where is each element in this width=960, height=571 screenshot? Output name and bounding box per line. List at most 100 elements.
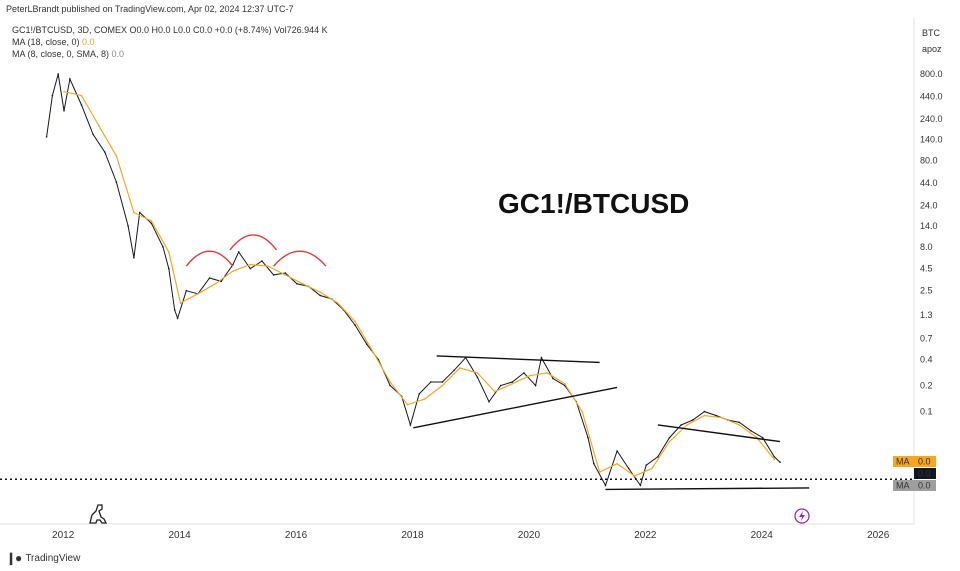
trendline-support[interactable] [605,487,810,491]
series-1-point [63,90,65,93]
series-0-point [168,267,170,270]
y-tick-label: 140.0 [920,134,943,144]
series-1-point [459,367,461,369]
series-1-point [511,382,514,385]
series-0-point [430,381,432,383]
series-0-point [657,456,659,458]
ma1-line[interactable]: MA (18, close, 0) 0.0 [12,36,328,48]
series-0-point [51,94,54,97]
y-tick-label: 8.0 [920,242,933,252]
x-tick-label: 2018 [401,530,424,541]
series-1-point [686,424,688,426]
series-1-point [168,251,170,253]
ma2-value: 0.0 [111,49,125,59]
annotations [0,234,914,491]
series-1-point [133,211,135,214]
price-badges: MA 0.0 0.0 MA 0.0 [893,456,936,491]
y-tick-label: 240.0 [920,114,943,124]
series-1-point [249,263,252,266]
x-tick-label: 2016 [285,530,308,541]
publisher-line: PeterLBrandt published on TradingView.co… [6,4,294,14]
series-0-point [409,424,412,426]
series-1-point [179,302,182,304]
series-0-point [587,436,589,439]
series-1-point [651,467,653,470]
series-0-point [45,136,48,138]
series-1-point [581,410,583,413]
series-1-point [668,440,671,443]
series-1-point [232,270,234,272]
series-0-point [103,151,106,153]
plot-area[interactable] [45,73,781,487]
series-0-point [534,384,537,387]
series-1-point [266,265,269,267]
trendline-triangle-lower[interactable] [413,386,618,429]
dino-icon[interactable] [89,504,108,524]
series-0-point [627,467,630,470]
trendline-triangle-upper[interactable] [436,355,600,364]
tradingview-logo[interactable]: ❙● TradingView [6,551,80,565]
y-tick-label: 2.5 [920,286,933,296]
y-tick-label: 14.0 [920,221,938,231]
symbol-line[interactable]: GC1!/BTCUSD, 3D, COMEX O0.0 H0.0 L0.0 C0… [12,25,328,35]
series-1-point [441,384,444,387]
series-0-point [138,211,141,214]
series-0-point [540,356,543,359]
badge-label: MA [896,457,910,467]
series-1-point [476,372,479,374]
ma2-line[interactable]: MA (8, close, 0, SMA, 8) 0.0 [12,48,328,60]
series-0-point [185,289,188,292]
y-tick-label: 0.1 [920,407,933,417]
series-0-point [523,372,525,374]
series-0-point [127,225,129,227]
series-0-point [668,436,671,439]
series-0-point [80,104,83,106]
red-arc-0 [185,250,234,267]
series-0-point [703,410,706,413]
badge-value: 0.0 [918,469,931,479]
x-tick-label: 2014 [168,530,191,541]
series-line-1[interactable] [63,91,775,477]
series-1-point [528,374,531,377]
series-0-point [115,181,118,183]
series-0-point [319,294,321,297]
badge-value-bg [914,456,936,467]
series-0-point [237,251,240,253]
ma1-label: MA (18, close, 0) [12,37,80,47]
red-arc-2 [273,250,327,267]
series-0-point [761,436,764,439]
series-0-point [418,393,420,395]
series-0-point [639,484,642,487]
trendline-wedge-upper[interactable] [657,424,781,443]
x-axis-ticks[interactable]: 2012 2014 2016 2018 2020 2022 2024 2026 [52,530,890,541]
series-0-point [680,424,682,426]
y-axis-ticks[interactable]: 800.0 440.0 240.0 140.0 80.0 44.0 24.0 14.0 8.0 4… [920,69,943,417]
x-tick-label: 2012 [52,530,75,541]
series-0-point [173,309,176,311]
chart-legend: GC1!/BTCUSD, 3D, COMEX O0.0 H0.0 L0.0 C0… [12,24,328,60]
badge-value-bg [914,480,936,491]
series-0-point [593,462,595,465]
series-0-point [616,450,618,452]
badge-value-bg [914,468,936,479]
series-0-point [715,414,717,417]
y-tick-label: 0.4 [920,354,933,364]
series-0-point [441,381,444,383]
series-0-point [162,246,164,248]
lightning-icon[interactable] [794,508,810,524]
series-0-point [57,73,60,75]
series-line-0[interactable] [46,73,781,487]
badge-label-bg [893,480,914,491]
series-0-point [691,419,694,421]
series-0-point [488,400,490,403]
series-0-point [453,369,455,372]
series-0-point [645,464,648,466]
series-1-point [703,414,706,417]
x-tick-label: 2022 [634,530,657,541]
series-1-point [494,390,496,393]
x-tick-label: 2020 [518,530,541,541]
series-1-point [319,291,321,293]
series-1-point [354,320,356,323]
series-1-point [389,381,391,383]
